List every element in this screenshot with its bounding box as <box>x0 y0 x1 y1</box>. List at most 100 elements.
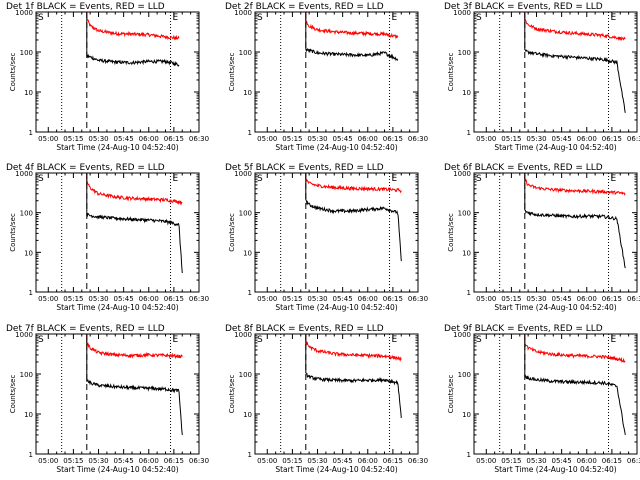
start-marker-label: S <box>257 335 263 345</box>
x-tick-label: 05:15 <box>501 457 521 465</box>
y-tick-label: 1000 <box>15 331 33 339</box>
y-axis-label: Counts/sec <box>447 213 455 252</box>
start-marker-label: S <box>476 13 482 23</box>
x-tick-label: 05:00 <box>476 295 496 303</box>
x-tick-label: 05:45 <box>333 135 353 143</box>
x-tick-label: 05:30 <box>88 295 108 303</box>
x-tick-label: 06:15 <box>602 295 622 303</box>
events-series-line <box>305 12 399 61</box>
y-tick-label: 100 <box>458 210 471 218</box>
chart-title: Det 5f BLACK = Events, RED = LLD <box>225 163 384 173</box>
y-axis-label: Counts/sec <box>9 375 17 414</box>
chart-title: Det 4f BLACK = Events, RED = LLD <box>6 163 165 173</box>
y-tick-label: 1000 <box>453 170 471 178</box>
x-tick-label: 06:15 <box>164 457 184 465</box>
x-tick-label: 06:15 <box>164 135 184 143</box>
y-tick-label: 100 <box>239 49 252 57</box>
x-axis-label: Start Time (24-Aug-10 04:52:40) <box>494 303 616 312</box>
x-tick-label: 06:30 <box>189 457 209 465</box>
y-tick-label: 1000 <box>234 170 252 178</box>
x-tick-label: 06:30 <box>408 135 428 143</box>
x-tick-label: 06:15 <box>602 457 622 465</box>
x-tick-label: 05:45 <box>552 457 572 465</box>
y-tick-label: 10 <box>243 411 252 419</box>
lld-series-line <box>524 12 626 41</box>
x-tick-label: 06:30 <box>627 457 640 465</box>
x-tick-label: 05:45 <box>552 295 572 303</box>
y-tick-label: 1 <box>467 451 471 459</box>
y-tick-label: 100 <box>458 371 471 379</box>
y-tick-label: 100 <box>239 210 252 218</box>
chart-title: Det 2f BLACK = Events, RED = LLD <box>225 2 384 12</box>
y-tick-label: 1 <box>29 129 33 137</box>
y-axis-label: Counts/sec <box>9 53 17 92</box>
x-tick-label: 06:15 <box>164 295 184 303</box>
start-marker-label: S <box>38 13 44 23</box>
events-series-line <box>305 334 402 418</box>
x-tick-label: 06:00 <box>577 295 597 303</box>
x-tick-label: 06:30 <box>627 295 640 303</box>
plot-frame <box>473 172 638 293</box>
y-tick-label: 100 <box>20 49 33 57</box>
y-axis-label: Counts/sec <box>447 375 455 414</box>
plot-frame <box>473 333 638 455</box>
y-tick-label: 1 <box>29 289 33 297</box>
y-axis-label: Counts/sec <box>228 375 236 414</box>
y-tick-label: 1000 <box>15 9 33 17</box>
chart-title: Det 7f BLACK = Events, RED = LLD <box>6 324 165 334</box>
x-tick-label: 05:15 <box>63 457 83 465</box>
plot-frame <box>35 172 200 293</box>
end-marker-label: E <box>611 174 617 184</box>
plot-frame <box>254 11 419 133</box>
x-tick-label: 05:45 <box>114 295 134 303</box>
chart-panel-3: Det 3f BLACK = Events, RED = LLD 1 10 100 10… <box>444 2 640 152</box>
x-tick-label: 06:00 <box>358 135 378 143</box>
y-tick-label: 1000 <box>453 331 471 339</box>
lld-series-line <box>524 173 626 196</box>
start-marker-label: S <box>476 174 482 184</box>
x-axis-label: Start Time (24-Aug-10 04:52:40) <box>56 465 178 474</box>
end-marker-label: E <box>173 13 179 23</box>
y-tick-label: 10 <box>24 89 33 97</box>
y-tick-label: 10 <box>243 89 252 97</box>
y-axis-label: Counts/sec <box>447 53 455 92</box>
x-tick-label: 05:30 <box>526 135 546 143</box>
start-marker-label: S <box>476 335 482 345</box>
y-tick-label: 1 <box>248 451 252 459</box>
y-tick-label: 100 <box>239 371 252 379</box>
start-marker-label: S <box>38 174 44 184</box>
y-axis-label: Counts/sec <box>9 213 17 252</box>
x-tick-label: 05:30 <box>526 295 546 303</box>
events-series-line <box>86 173 183 274</box>
x-axis-label: Start Time (24-Aug-10 04:52:40) <box>56 143 178 152</box>
y-tick-label: 1 <box>248 289 252 297</box>
y-tick-label: 100 <box>458 49 471 57</box>
x-tick-label: 06:00 <box>139 295 159 303</box>
x-tick-label: 06:30 <box>408 295 428 303</box>
x-tick-label: 05:00 <box>257 135 277 143</box>
y-tick-label: 1000 <box>453 9 471 17</box>
plot-frame <box>35 11 200 133</box>
events-series-line <box>524 173 626 269</box>
y-tick-label: 10 <box>462 411 471 419</box>
end-marker-label: E <box>173 335 179 345</box>
start-marker-label: S <box>257 174 263 184</box>
x-tick-label: 06:30 <box>189 135 209 143</box>
chart-panel-5: Det 5f BLACK = Events, RED = LLD 1 10 100 10… <box>225 163 428 312</box>
y-tick-label: 10 <box>462 249 471 257</box>
end-marker-label: E <box>392 13 398 23</box>
events-series-line <box>86 12 180 67</box>
x-tick-label: 06:15 <box>383 135 403 143</box>
y-axis-label: Counts/sec <box>228 213 236 252</box>
events-series-line <box>86 334 183 435</box>
x-tick-label: 05:45 <box>114 457 134 465</box>
plot-frame <box>35 333 200 455</box>
x-tick-label: 05:30 <box>88 457 108 465</box>
x-tick-label: 05:45 <box>552 135 572 143</box>
x-tick-label: 05:15 <box>282 295 302 303</box>
x-tick-label: 06:30 <box>408 457 428 465</box>
plot-frame <box>254 333 419 455</box>
lld-series-line <box>305 12 399 40</box>
x-tick-label: 06:00 <box>577 457 597 465</box>
